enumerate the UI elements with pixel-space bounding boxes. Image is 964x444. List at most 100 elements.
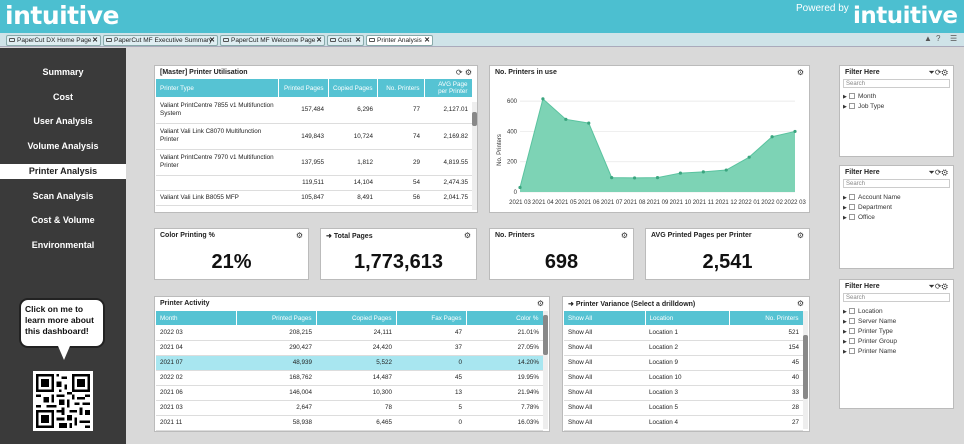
gear-icon[interactable]: ⚙ bbox=[464, 68, 472, 77]
funnel-icon[interactable]: ⏷ bbox=[928, 168, 935, 177]
close-icon[interactable]: ✕ bbox=[209, 37, 215, 44]
gear-icon[interactable]: ⚙ bbox=[796, 231, 804, 240]
filter-item-month[interactable]: ▶ Month bbox=[843, 93, 876, 100]
table-row[interactable]: Show All Location 3 33 bbox=[564, 385, 803, 401]
scroll-thumb[interactable] bbox=[803, 335, 808, 399]
close-icon[interactable]: ✕ bbox=[92, 37, 98, 44]
filter-item-department[interactable]: ▶ Department bbox=[843, 204, 892, 211]
nav-summary[interactable]: Summary bbox=[42, 67, 84, 77]
close-icon[interactable]: ✕ bbox=[424, 37, 430, 44]
funnel-icon[interactable]: ⏷ bbox=[928, 68, 935, 77]
table-row[interactable]: 2021 04 290,427 24,420 37 27.05% bbox=[156, 340, 543, 356]
table-row[interactable]: Valiant PrintCentre 7970 v1 Multifunctio… bbox=[156, 149, 472, 176]
filter-item-job-type[interactable]: ▶ Job Type bbox=[843, 103, 884, 110]
tab-cost[interactable]: Cost ✕ bbox=[327, 35, 364, 46]
expand-icon[interactable]: ▶ bbox=[843, 215, 847, 221]
col-header[interactable]: Printer Type bbox=[156, 79, 279, 97]
col-header[interactable]: AVG Page per Printer bbox=[424, 79, 473, 97]
expand-icon[interactable]: ▶ bbox=[843, 205, 847, 211]
filter-item-account-name[interactable]: ▶ Account Name bbox=[843, 194, 901, 201]
table-row[interactable]: Show All Location 2 154 bbox=[564, 340, 803, 356]
scrollbar[interactable] bbox=[472, 102, 477, 210]
scroll-thumb[interactable] bbox=[543, 315, 548, 355]
table-row[interactable]: Valiant Vali Link B8055 MFP 105,847 8,491 5… bbox=[156, 190, 472, 206]
checkbox[interactable] bbox=[849, 93, 855, 99]
nav-volume-analysis[interactable]: Volume Analysis bbox=[27, 141, 99, 151]
filter-item-location[interactable]: ▶ Location bbox=[843, 308, 883, 315]
checkbox[interactable] bbox=[849, 338, 855, 344]
col-header[interactable]: Printed Pages bbox=[278, 79, 329, 97]
filter-item-server-name[interactable]: ▶ Server Name bbox=[843, 318, 896, 325]
table-row[interactable]: 2021 11 58,938 6,465 0 16.03% bbox=[156, 415, 543, 431]
close-icon[interactable]: ✕ bbox=[316, 37, 322, 44]
nav-cost-volume[interactable]: Cost & Volume bbox=[31, 215, 95, 225]
table-row[interactable]: Show All Location 1 521 bbox=[564, 325, 803, 341]
menu-icon[interactable]: ☰ bbox=[950, 34, 958, 43]
table-row[interactable]: Valiant PrintCentre 7855 v1 Multifunctio… bbox=[156, 97, 472, 124]
checkbox[interactable] bbox=[849, 194, 855, 200]
scrollbar[interactable] bbox=[803, 311, 808, 429]
refresh-icon[interactable]: ⟳ bbox=[455, 68, 463, 77]
nav-scan-analysis[interactable]: Scan Analysis bbox=[32, 191, 94, 201]
checkbox[interactable] bbox=[849, 204, 855, 210]
gear-icon[interactable]: ⚙ bbox=[620, 231, 628, 240]
nav-cost[interactable]: Cost bbox=[53, 92, 73, 102]
col-header[interactable]: Location bbox=[645, 311, 730, 325]
gear-icon[interactable]: ⚙ bbox=[796, 299, 804, 308]
checkbox[interactable] bbox=[849, 318, 855, 324]
checkbox[interactable] bbox=[849, 103, 855, 109]
scrollbar[interactable] bbox=[543, 311, 548, 429]
tab-papercut-dx-home[interactable]: PaperCut DX Home Page ✕ bbox=[6, 35, 101, 46]
tab-mf-welcome-page[interactable]: PaperCut MF Welcome Page ✕ bbox=[220, 35, 325, 46]
close-icon[interactable]: ✕ bbox=[355, 37, 361, 44]
col-header[interactable]: Fax Pages bbox=[396, 311, 467, 325]
expand-icon[interactable]: ▶ bbox=[843, 309, 847, 315]
table-row[interactable]: 2021 03 2,647 78 5 7.78% bbox=[156, 400, 543, 416]
col-header[interactable]: No. Printers bbox=[377, 79, 425, 97]
filter-search-input[interactable]: Search bbox=[843, 179, 950, 188]
expand-icon[interactable]: ▶ bbox=[843, 195, 847, 201]
table-row[interactable]: Show All Location 10 40 bbox=[564, 370, 803, 386]
gear-icon[interactable]: ⚙ bbox=[796, 68, 804, 77]
qr-code[interactable] bbox=[33, 371, 93, 431]
filter-item-office[interactable]: ▶ Office bbox=[843, 214, 875, 221]
expand-icon[interactable]: ▶ bbox=[843, 94, 847, 100]
table-row[interactable]: Valiant Vali Link C8070 Multifunction Pr… bbox=[156, 123, 472, 150]
bell-icon[interactable]: ▲ bbox=[924, 34, 932, 43]
tab-mf-executive-summary[interactable]: PaperCut MF Executive Summary ✕ bbox=[103, 35, 218, 46]
expand-icon[interactable]: ▶ bbox=[843, 104, 847, 110]
expand-icon[interactable]: ▶ bbox=[843, 339, 847, 345]
help-icon[interactable]: ? bbox=[936, 34, 941, 43]
checkbox[interactable] bbox=[849, 348, 855, 354]
col-header[interactable]: Copied Pages bbox=[316, 311, 397, 325]
filter-item-printer-name[interactable]: ▶ Printer Name bbox=[843, 348, 896, 355]
refresh-icon[interactable]: ⟳ bbox=[934, 68, 942, 77]
help-bubble[interactable]: Click on me to learn more about this das… bbox=[19, 298, 105, 348]
col-header[interactable]: Color % bbox=[466, 311, 544, 325]
expand-icon[interactable]: ▶ bbox=[843, 329, 847, 335]
tab-printer-analysis[interactable]: Printer Analysis ✕ bbox=[366, 35, 433, 46]
nav-user-analysis[interactable]: User Analysis bbox=[33, 116, 93, 126]
table-row[interactable]: 2022 02 168,762 14,487 45 19.95% bbox=[156, 370, 543, 386]
col-header[interactable]: Copied Pages bbox=[328, 79, 378, 97]
table-row[interactable]: 2022 03 208,215 24,111 47 21.01% bbox=[156, 325, 543, 341]
checkbox[interactable] bbox=[849, 214, 855, 220]
expand-icon[interactable]: ▶ bbox=[843, 349, 847, 355]
col-header[interactable]: Month bbox=[156, 311, 237, 325]
checkbox[interactable] bbox=[849, 328, 855, 334]
gear-icon[interactable]: ⚙ bbox=[295, 231, 303, 240]
expand-icon[interactable]: ▶ bbox=[843, 319, 847, 325]
nav-printer-analysis[interactable]: Printer Analysis bbox=[0, 164, 126, 179]
col-header[interactable]: Show All bbox=[564, 311, 646, 325]
filter-search-input[interactable]: Search bbox=[843, 293, 950, 302]
gear-icon[interactable]: ⚙ bbox=[463, 231, 471, 240]
table-row[interactable]: Show All Location 9 45 bbox=[564, 355, 803, 371]
col-header[interactable]: Printed Pages bbox=[236, 311, 317, 325]
nav-environmental[interactable]: Environmental bbox=[31, 240, 95, 250]
filter-search-input[interactable]: Search bbox=[843, 79, 950, 88]
gear-icon[interactable]: ⚙ bbox=[941, 282, 948, 291]
table-row[interactable]: 2021 06 146,004 10,300 13 21.94% bbox=[156, 385, 543, 401]
scroll-thumb[interactable] bbox=[472, 112, 477, 126]
refresh-icon[interactable]: ⟳ bbox=[934, 168, 942, 177]
table-row[interactable]: 119,511 14,104 54 2,474.35 bbox=[156, 175, 472, 191]
